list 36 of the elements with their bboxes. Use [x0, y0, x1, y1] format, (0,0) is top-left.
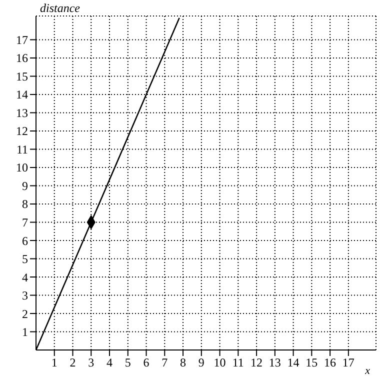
y-tick-label: 14: [16, 88, 28, 102]
x-tick-label: 10: [214, 356, 226, 370]
y-axis-title: distance: [40, 1, 81, 15]
x-tick-label: 16: [324, 356, 336, 370]
x-axis-title: x: [364, 365, 370, 377]
x-tick-label: 11: [232, 356, 244, 370]
y-tick-label: 6: [22, 234, 28, 248]
y-tick-label: 11: [16, 142, 28, 156]
x-tick-label: 13: [268, 356, 281, 370]
x-tick-label: 1: [51, 356, 58, 370]
y-tick-label: 13: [16, 106, 28, 120]
x-tick-label: 6: [143, 356, 150, 370]
y-tick-label: 15: [16, 69, 28, 84]
x-tick-label: 15: [306, 356, 318, 370]
y-tick-label: 17: [16, 32, 28, 47]
x-tick-label: 9: [198, 356, 204, 370]
y-tick-label: 12: [16, 124, 28, 138]
y-tick-label: 3: [22, 288, 28, 303]
x-tick-label: 3: [88, 356, 94, 370]
y-tick-label: 8: [22, 197, 28, 212]
x-tick-label: 7: [162, 356, 168, 370]
y-tick-label: 4: [22, 270, 28, 284]
x-tick-label: 12: [250, 356, 263, 370]
x-tick-label: 17: [342, 356, 354, 370]
x-tick-label: 4: [106, 356, 113, 370]
y-tick-label: 16: [16, 51, 28, 66]
x-tick-label: 8: [180, 356, 186, 370]
y-tick-label: 5: [22, 252, 28, 266]
x-tick-label: 5: [124, 356, 131, 370]
y-tick-label: 9: [22, 179, 28, 193]
y-tick-label: 7: [22, 216, 28, 230]
y-tick-label: 1: [22, 325, 28, 340]
y-tick-label: 2: [22, 306, 28, 321]
y-tick-label: 10: [16, 160, 28, 175]
x-tick-label: 14: [287, 356, 300, 370]
x-tick-label: 2: [70, 356, 76, 370]
